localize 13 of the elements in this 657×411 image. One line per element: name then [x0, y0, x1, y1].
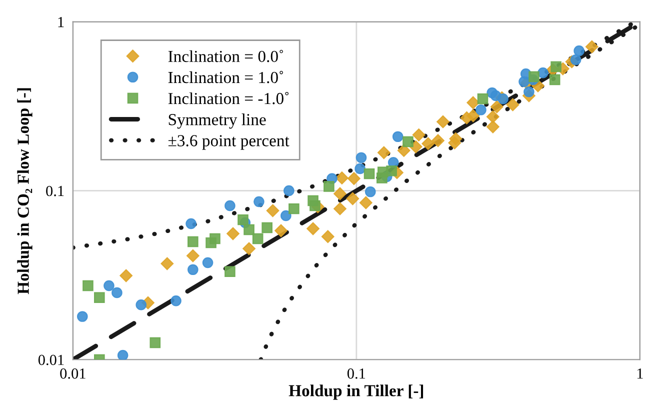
y-axis-title: Holdup in CO₂ Flow Loop [-] [17, 88, 32, 294]
legend-label: ±3.6 point percent [168, 135, 290, 150]
x-axis-title: Holdup in Tiller [-] [288, 384, 424, 400]
y-tick-label: 0.1 [46, 186, 64, 196]
legend-label: Symmetry line [168, 114, 266, 129]
x-tick-label: 1 [637, 368, 643, 379]
y-tick-label: 1 [58, 17, 64, 28]
y-tick-label: 0.01 [38, 354, 64, 366]
x-tick-label: 0.01 [60, 368, 86, 379]
x-tick-label: 0.1 [347, 368, 366, 379]
legend-label: Inclination = 0.0˚ [168, 50, 283, 62]
legend-label: Inclination = 1.0˚ [168, 70, 283, 84]
legend-label: Inclination = -1.0˚ [168, 92, 289, 104]
